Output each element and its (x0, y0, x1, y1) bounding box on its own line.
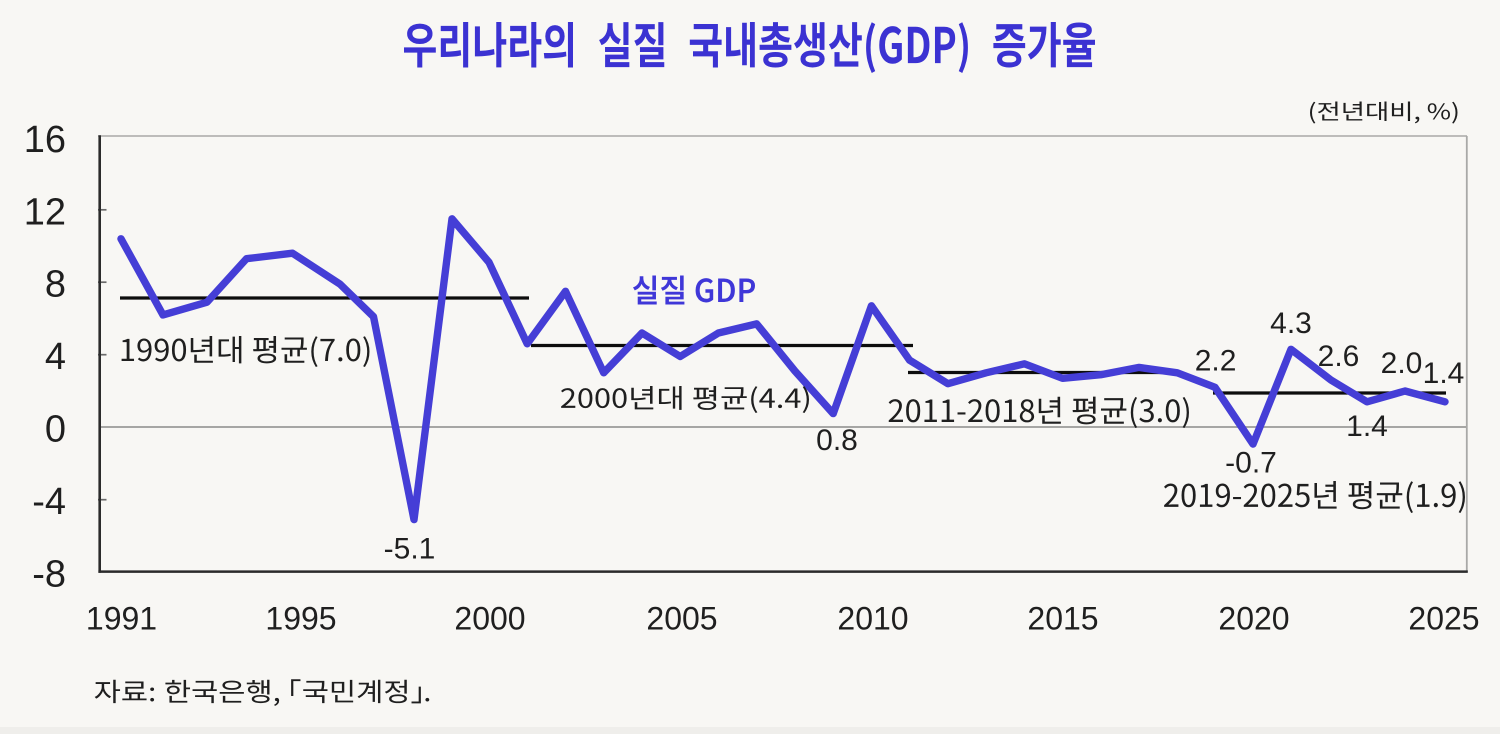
svg-text:-8: -8 (32, 554, 66, 596)
svg-text:2010: 2010 (837, 601, 908, 637)
svg-text:2025: 2025 (1408, 601, 1479, 637)
svg-text:-4: -4 (32, 481, 66, 523)
svg-text:1.4: 1.4 (1423, 357, 1465, 390)
svg-text:2.2: 2.2 (1195, 345, 1237, 378)
svg-text:12: 12 (24, 191, 66, 233)
svg-text:1.4: 1.4 (1346, 410, 1388, 443)
svg-text:-5.1: -5.1 (384, 533, 436, 566)
svg-text:2005: 2005 (646, 601, 717, 637)
svg-text:2020: 2020 (1218, 601, 1289, 637)
svg-text:1995: 1995 (265, 601, 336, 637)
svg-text:2015: 2015 (1027, 601, 1098, 637)
svg-text:2.0: 2.0 (1381, 347, 1423, 380)
svg-text:2.6: 2.6 (1318, 340, 1360, 373)
svg-text:8: 8 (45, 264, 66, 306)
svg-text:16: 16 (24, 119, 66, 161)
svg-text:-0.7: -0.7 (1225, 447, 1277, 480)
svg-text:4.3: 4.3 (1270, 307, 1312, 340)
svg-text:2000: 2000 (454, 601, 525, 637)
svg-text:1991: 1991 (86, 601, 157, 637)
svg-text:0: 0 (45, 409, 66, 451)
svg-text:0.8: 0.8 (816, 424, 858, 457)
svg-text:4: 4 (45, 336, 66, 378)
